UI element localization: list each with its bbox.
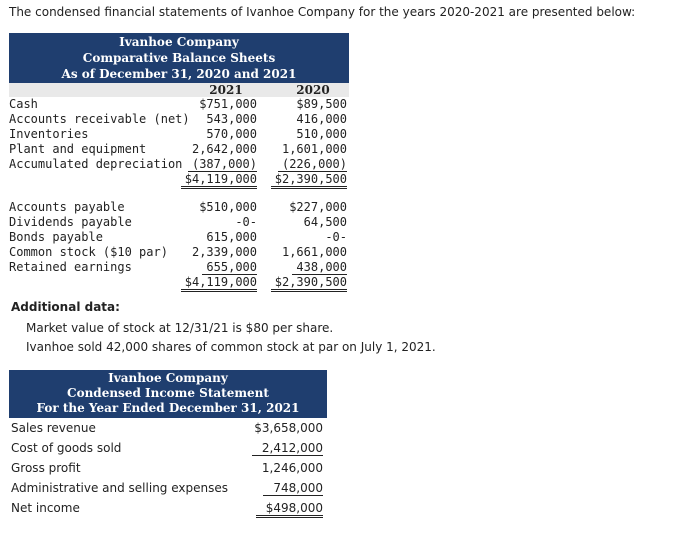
income-statement-header: Ivanhoe Company Condensed Income Stateme… — [9, 370, 327, 418]
table-row: Accounts receivable (net) 543,000 416,00… — [9, 112, 349, 127]
total-row: $4,119,000 $2,390,500 — [9, 275, 349, 292]
value-2021: 615,000 — [206, 230, 257, 244]
value-2020: 1,601,000 — [281, 142, 347, 156]
table-row: Retained earnings 655,000 438,000 — [9, 260, 349, 275]
value-2020: $227,000 — [289, 200, 347, 214]
table-row: Cost of goods sold 2,412,000 — [9, 438, 327, 458]
value-2021: 543,000 — [206, 112, 257, 126]
total-2021: $4,119,000 — [180, 275, 257, 292]
income-statement: Ivanhoe Company Condensed Income Stateme… — [9, 370, 327, 518]
value-2020: (226,000) — [277, 157, 347, 172]
table-row: Bonds payable 615,000 -0- — [9, 230, 349, 245]
table-row: Inventories 570,000 510,000 — [9, 127, 349, 142]
additional-data-title: Additional data: — [11, 300, 120, 314]
value-2021: 2,642,000 — [191, 142, 257, 156]
value-2020: 438,000 — [292, 260, 347, 275]
value-2021: 2,339,000 — [191, 245, 257, 259]
column-2020: 2020 — [296, 83, 330, 97]
table-row: Common stock ($10 par) 2,339,000 1,661,0… — [9, 245, 349, 260]
row-label: Accumulated depreciation — [9, 157, 183, 171]
table-row: Plant and equipment 2,642,000 1,601,000 — [9, 142, 349, 157]
row-label: Cost of goods sold — [11, 441, 122, 455]
value-2021: 570,000 — [206, 127, 257, 141]
statement-period: For the Year Ended December 31, 2021 — [36, 401, 300, 415]
value-2020: 1,661,000 — [281, 245, 347, 259]
table-row: Net income $498,000 — [9, 498, 327, 518]
table-row: Cash $751,000 $89,500 — [9, 97, 349, 112]
value-2020: $89,500 — [296, 97, 347, 111]
column-2021: 2021 — [209, 83, 243, 97]
row-value: 2,412,000 — [251, 441, 323, 456]
statement-title: Comparative Balance Sheets — [82, 51, 276, 65]
table-row: Gross profit 1,246,000 — [9, 458, 327, 478]
row-label: Dividends payable — [9, 215, 132, 229]
value-2020: 510,000 — [296, 127, 347, 141]
table-row: Dividends payable -0- 64,500 — [9, 215, 349, 230]
table-row: Accumulated depreciation (387,000) (226,… — [9, 157, 349, 172]
value-2021: $751,000 — [199, 97, 257, 111]
table-row: Sales revenue $3,658,000 — [9, 418, 327, 438]
row-value: 1,246,000 — [261, 461, 323, 475]
balance-sheet: Ivanhoe Company Comparative Balance Shee… — [9, 33, 349, 292]
row-label: Gross profit — [11, 461, 81, 475]
row-label: Inventories — [9, 127, 89, 141]
table-row: Administrative and selling expenses 748,… — [9, 478, 327, 498]
row-label: Accounts payable — [9, 200, 125, 214]
additional-data: Additional data: Market value of stock a… — [11, 300, 436, 357]
total-row: $4,119,000 $2,390,500 — [9, 172, 349, 189]
row-label: Accounts receivable (net) — [9, 112, 190, 126]
row-label: Common stock ($10 par) — [9, 245, 168, 259]
row-value: 748,000 — [263, 481, 323, 496]
value-2021: -0- — [235, 215, 257, 229]
value-2021: $510,000 — [199, 200, 257, 214]
statement-date: As of December 31, 2020 and 2021 — [61, 67, 297, 81]
row-label: Net income — [11, 501, 80, 515]
company-name: Ivanhoe Company — [108, 371, 228, 385]
additional-data-line: Ivanhoe sold 42,000 shares of common sto… — [26, 340, 436, 354]
table-row: Accounts payable $510,000 $227,000 — [9, 200, 349, 215]
row-label: Retained earnings — [9, 260, 132, 274]
total-2020: $2,390,500 — [270, 275, 347, 292]
row-label: Administrative and selling expenses — [11, 481, 228, 495]
row-label: Plant and equipment — [9, 142, 147, 156]
value-2021: (387,000) — [187, 157, 257, 172]
statement-title: Condensed Income Statement — [67, 386, 269, 400]
value-2020: 64,500 — [303, 215, 347, 229]
value-2020: -0- — [325, 230, 347, 244]
total-2021: $4,119,000 — [180, 172, 257, 189]
row-value: $3,658,000 — [254, 421, 323, 435]
value-2020: 416,000 — [296, 112, 347, 126]
balance-sheet-header: Ivanhoe Company Comparative Balance Shee… — [9, 33, 349, 83]
column-headers: 2021 2020 — [9, 83, 349, 97]
row-label: Cash — [9, 97, 38, 111]
additional-data-line: Market value of stock at 12/31/21 is $80… — [26, 321, 334, 335]
total-2020: $2,390,500 — [270, 172, 347, 189]
row-label: Bonds payable — [9, 230, 103, 244]
value-2021: 655,000 — [202, 260, 257, 275]
company-name: Ivanhoe Company — [119, 35, 239, 49]
intro-text: The condensed financial statements of Iv… — [9, 5, 636, 19]
row-value: $498,000 — [255, 501, 323, 518]
row-label: Sales revenue — [11, 421, 96, 435]
